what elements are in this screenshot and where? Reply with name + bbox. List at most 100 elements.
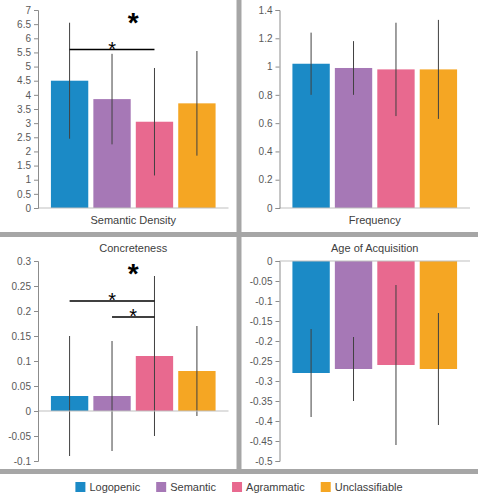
y-tick: -0.3 bbox=[255, 376, 279, 387]
y-tick: -0.15 bbox=[250, 316, 280, 327]
y-tick: -0.4 bbox=[255, 416, 279, 427]
plot-area: 00.511.522.533.544.555.566.57Semantic De… bbox=[17, 5, 228, 226]
error-bar bbox=[311, 33, 312, 95]
y-tick: 4.5 bbox=[17, 75, 38, 86]
panel-background bbox=[242, 0, 478, 232]
tick-mark bbox=[34, 286, 38, 287]
marks bbox=[292, 261, 457, 445]
y-tick: 0.2 bbox=[259, 174, 280, 185]
tick-label: 3 bbox=[25, 118, 31, 129]
tick-mark bbox=[276, 361, 280, 362]
y-tick: 1.5 bbox=[17, 160, 38, 171]
y-tick: 0.05 bbox=[12, 381, 38, 392]
error-bar bbox=[196, 51, 197, 156]
tick-mark bbox=[276, 38, 280, 39]
tick-label: 1.2 bbox=[259, 33, 273, 44]
tick-label: 0 bbox=[25, 203, 31, 214]
tick-label: 4 bbox=[25, 90, 31, 101]
error-bar bbox=[196, 326, 197, 416]
error-bar bbox=[395, 285, 396, 445]
tick-mark bbox=[34, 24, 38, 25]
annotation: * bbox=[128, 258, 139, 289]
tick-mark bbox=[34, 52, 38, 53]
tick-mark bbox=[34, 137, 38, 138]
y-tick: -0.05 bbox=[8, 431, 38, 442]
panel-background bbox=[0, 0, 237, 232]
y-tick: 6 bbox=[25, 33, 38, 44]
figure-background bbox=[0, 0, 478, 500]
tick-mark bbox=[34, 151, 38, 152]
legend-swatch bbox=[321, 482, 331, 492]
panel: -0.1-0.0500.050.10.150.20.250.3Concreten… bbox=[0, 237, 237, 469]
tick-label: 5.5 bbox=[17, 47, 31, 58]
y-tick: 0.5 bbox=[17, 189, 38, 200]
error-bar bbox=[353, 337, 354, 401]
y-tick: 3 bbox=[25, 118, 38, 129]
marks bbox=[51, 276, 216, 456]
zero-line bbox=[38, 208, 229, 209]
axis-line bbox=[34, 11, 39, 209]
y-tick: 0.1 bbox=[17, 356, 38, 367]
tick-mark bbox=[34, 461, 38, 462]
tick-label: 0.4 bbox=[259, 146, 273, 157]
error-bar bbox=[438, 313, 439, 425]
y-tick: 1 bbox=[267, 61, 280, 72]
error-bar bbox=[69, 336, 70, 456]
tick-mark bbox=[34, 166, 38, 167]
panel-background bbox=[242, 237, 478, 469]
tick-label: 0 bbox=[25, 406, 31, 417]
zero-line bbox=[280, 261, 471, 262]
y-tick: 0 bbox=[267, 203, 280, 214]
tick-mark bbox=[34, 180, 38, 181]
tick-mark bbox=[276, 95, 280, 96]
tick-mark bbox=[276, 381, 280, 382]
zero-line bbox=[280, 208, 471, 209]
y-tick: 0.6 bbox=[259, 118, 280, 129]
tick-label: 4.5 bbox=[17, 75, 31, 86]
tick-mark bbox=[276, 261, 280, 262]
plot-area: -0.1-0.0500.050.10.150.20.250.3Concreten… bbox=[8, 242, 228, 467]
legend: LogopenicSemanticAgrammaticUnclassifiabl… bbox=[75, 481, 402, 493]
y-tick: 5 bbox=[25, 61, 38, 72]
tick-label: 0.1 bbox=[17, 356, 31, 367]
error-bar bbox=[112, 341, 113, 451]
y-tick: 1.2 bbox=[259, 33, 280, 44]
y-tick: 0.2 bbox=[17, 306, 38, 317]
tick-mark bbox=[34, 311, 38, 312]
legend-background bbox=[0, 474, 478, 500]
y-axis: -0.5-0.45-0.4-0.35-0.3-0.25-0.2-0.15-0.1… bbox=[250, 256, 280, 467]
panel: 00.20.40.60.811.21.4Frequency bbox=[242, 0, 478, 232]
tick-mark bbox=[276, 461, 280, 462]
legend-swatch bbox=[75, 482, 85, 492]
error-bar bbox=[154, 276, 155, 436]
tick-label: -0.45 bbox=[250, 436, 273, 447]
y-tick: 0 bbox=[25, 406, 38, 417]
chart-figure: 00.511.522.533.544.555.566.57Semantic De… bbox=[0, 0, 478, 500]
annotation: * bbox=[128, 7, 139, 38]
tick-mark bbox=[34, 81, 38, 82]
tick-label: 0.25 bbox=[12, 281, 32, 292]
tick-mark bbox=[34, 336, 38, 337]
legend-swatch bbox=[232, 482, 242, 492]
tick-mark bbox=[276, 151, 280, 152]
tick-label: -0.15 bbox=[250, 316, 273, 327]
tick-label: 0.2 bbox=[259, 174, 273, 185]
tick-mark bbox=[34, 109, 38, 110]
y-tick: 5.5 bbox=[17, 47, 38, 58]
y-tick: 0.15 bbox=[12, 331, 38, 342]
y-axis: -0.1-0.0500.050.10.150.20.250.3 bbox=[8, 256, 38, 467]
tick-label: 1 bbox=[25, 174, 31, 185]
tick-label: 1.5 bbox=[17, 160, 31, 171]
y-tick: 0.25 bbox=[12, 281, 38, 292]
tick-mark bbox=[276, 421, 280, 422]
tick-label: -0.1 bbox=[14, 456, 32, 467]
tick-mark bbox=[276, 10, 280, 11]
legend-label: Logopenic bbox=[89, 481, 140, 493]
panel: -0.5-0.45-0.4-0.35-0.3-0.25-0.2-0.15-0.1… bbox=[242, 237, 478, 469]
y-tick: -0.1 bbox=[14, 456, 38, 467]
tick-label: -0.5 bbox=[255, 456, 273, 467]
error-bar bbox=[154, 68, 155, 175]
y-tick: 3.5 bbox=[17, 104, 38, 115]
y-tick: -0.35 bbox=[250, 396, 280, 407]
tick-mark bbox=[276, 281, 280, 282]
